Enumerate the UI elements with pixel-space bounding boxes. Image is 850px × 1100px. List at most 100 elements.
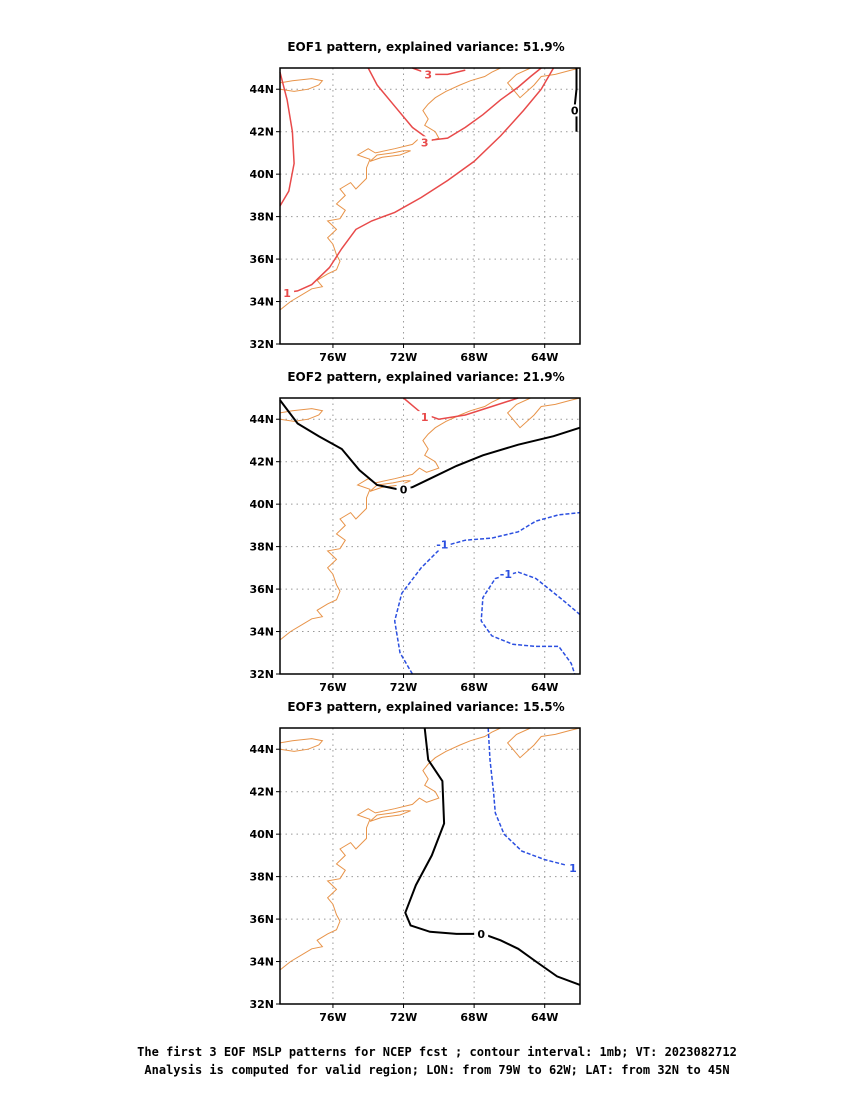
lat-tick-label: 44N — [249, 83, 274, 96]
lat-tick-label: 32N — [249, 338, 274, 351]
lat-tick-label: 40N — [249, 828, 274, 841]
contour-line — [487, 727, 577, 869]
contour-line — [403, 397, 519, 420]
contour-label-bg — [565, 862, 580, 875]
contour-line — [393, 511, 581, 675]
lat-tick-label: 36N — [249, 583, 274, 596]
coastline-segment — [506, 397, 581, 429]
lat-tick-label: 32N — [249, 668, 274, 681]
contour-line — [283, 67, 555, 294]
gridlines — [280, 398, 580, 674]
lat-tick-label: 44N — [249, 413, 274, 426]
panel-title: EOF3 pattern, explained variance: 15.5% — [287, 700, 564, 714]
lat-tick-label: 36N — [249, 913, 274, 926]
coastline-segment — [369, 150, 411, 162]
lat-tick-label: 42N — [249, 126, 274, 139]
lat-tick-label: 40N — [249, 168, 274, 181]
lon-axis: 76W 72W 68W 64W — [319, 344, 558, 364]
panel-eof1: EOF1 pattern, explained variance: 51.9% … — [249, 40, 582, 364]
lat-tick-label: 38N — [249, 541, 274, 554]
lon-tick-label: 64W — [531, 1011, 558, 1024]
panel-title: EOF1 pattern, explained variance: 51.9% — [287, 40, 564, 54]
lon-axis: 76W 72W 68W 64W — [319, 1004, 558, 1024]
lon-tick-label: 64W — [531, 681, 558, 694]
contour-label-bg — [474, 927, 489, 940]
contour-line — [412, 67, 466, 76]
map-frame — [279, 67, 581, 345]
lon-tick-label: 72W — [390, 681, 417, 694]
lon-tick-label: 72W — [390, 1011, 417, 1024]
lon-axis: 76W 72W 68W 64W — [319, 674, 558, 694]
coastline-segment — [369, 480, 411, 492]
coastline-segment — [279, 727, 501, 971]
panel-eof2: EOF2 pattern, explained variance: 21.9% … — [249, 370, 581, 694]
contour-label: 0 — [400, 483, 408, 496]
contour-line — [367, 67, 542, 141]
contour-label-bg — [396, 483, 411, 496]
lon-tick-label: 76W — [319, 681, 346, 694]
contour-label-bg — [421, 68, 436, 81]
gridlines — [280, 68, 580, 344]
map-frame — [279, 397, 581, 675]
contour-label: 1 — [283, 287, 291, 300]
lat-tick-label: 34N — [249, 626, 274, 639]
coastline — [279, 397, 581, 641]
coastline-segment — [506, 727, 581, 759]
contour-label-bg — [280, 287, 295, 300]
lat-axis: 32N 34N 36N 38N 40N 42N 44N — [249, 83, 280, 351]
caption-line-2: Analysis is computed for valid region; L… — [144, 1063, 729, 1077]
coastline — [279, 67, 581, 311]
contour-line — [480, 571, 581, 675]
contour-lines: 3 3 1 0 — [279, 67, 582, 300]
map-frame — [279, 727, 581, 1005]
panel-eof3: EOF3 pattern, explained variance: 15.5% … — [249, 700, 581, 1024]
contour-label-bg — [417, 136, 432, 149]
coastline-segment — [279, 78, 324, 92]
lat-tick-label: 40N — [249, 498, 274, 511]
contour-label: 1 — [421, 411, 429, 424]
lat-tick-label: 38N — [249, 871, 274, 884]
contour-label: 3 — [424, 68, 432, 81]
contour-label-bg — [435, 538, 450, 551]
contour-label-bg — [567, 104, 582, 117]
contour-label-bg — [417, 411, 432, 424]
coastline-segment — [279, 738, 324, 752]
lat-tick-label: 38N — [249, 211, 274, 224]
lon-tick-label: 76W — [319, 1011, 346, 1024]
lon-tick-label: 68W — [460, 1011, 487, 1024]
gridlines — [280, 728, 580, 1004]
lat-axis: 32N 34N 36N 38N 40N 42N 44N — [249, 413, 280, 681]
lat-tick-label: 42N — [249, 456, 274, 469]
coastline — [279, 727, 581, 971]
lat-axis: 32N 34N 36N 38N 40N 42N 44N — [249, 743, 280, 1011]
lat-tick-label: 36N — [249, 253, 274, 266]
coastline-segment — [369, 810, 411, 822]
lat-tick-label: 32N — [249, 998, 274, 1011]
contour-label: -1 — [500, 568, 512, 581]
contour-label: 0 — [477, 928, 485, 941]
lat-tick-label: 44N — [249, 743, 274, 756]
contour-lines: 1 0 -1 -1 — [279, 397, 581, 675]
coastline-segment — [506, 67, 581, 99]
lat-tick-label: 34N — [249, 296, 274, 309]
contour-lines: 01 — [404, 727, 581, 986]
caption-line-1: The first 3 EOF MSLP patterns for NCEP f… — [137, 1045, 737, 1059]
contour-label: 1 — [569, 862, 577, 875]
lat-tick-label: 42N — [249, 786, 274, 799]
panel-title: EOF2 pattern, explained variance: 21.9% — [287, 370, 564, 384]
lon-tick-label: 68W — [460, 681, 487, 694]
contour-label: 0 — [571, 104, 579, 117]
contour-label-bg — [498, 568, 513, 581]
contour-line — [404, 727, 581, 986]
contour-line — [573, 68, 578, 132]
contour-label: -1 — [436, 538, 448, 551]
lon-tick-label: 76W — [319, 351, 346, 364]
contour-line — [279, 72, 295, 207]
lon-tick-label: 72W — [390, 351, 417, 364]
lon-tick-label: 68W — [460, 351, 487, 364]
lon-tick-label: 64W — [531, 351, 558, 364]
coastline-segment — [279, 67, 501, 311]
contour-label: 3 — [421, 136, 429, 149]
coastline-segment — [279, 397, 501, 641]
